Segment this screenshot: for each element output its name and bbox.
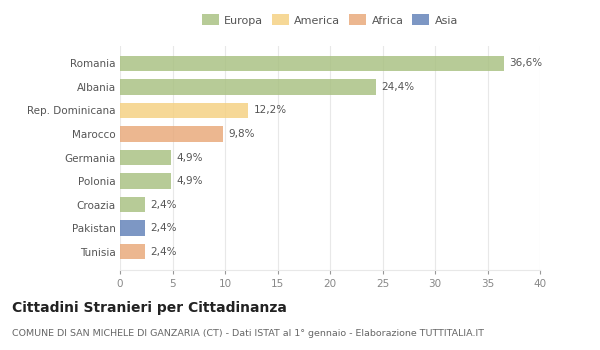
Text: 9,8%: 9,8% [228,129,254,139]
Text: 2,4%: 2,4% [151,223,177,233]
Text: 36,6%: 36,6% [509,58,542,68]
Text: 2,4%: 2,4% [151,247,177,257]
Text: 4,9%: 4,9% [176,153,203,162]
Text: 4,9%: 4,9% [176,176,203,186]
Bar [120,197,145,212]
Bar [120,244,145,259]
Bar [120,150,172,165]
Bar [120,173,172,189]
Bar [120,126,223,142]
Text: Cittadini Stranieri per Cittadinanza: Cittadini Stranieri per Cittadinanza [12,301,287,315]
Bar [120,56,504,71]
Bar [120,103,248,118]
Bar [120,79,376,95]
Text: 12,2%: 12,2% [253,105,286,116]
Bar [120,220,145,236]
Legend: Europa, America, Africa, Asia: Europa, America, Africa, Asia [199,11,461,29]
Text: COMUNE DI SAN MICHELE DI GANZARIA (CT) - Dati ISTAT al 1° gennaio - Elaborazione: COMUNE DI SAN MICHELE DI GANZARIA (CT) -… [12,329,484,338]
Text: 24,4%: 24,4% [382,82,415,92]
Text: 2,4%: 2,4% [151,199,177,210]
